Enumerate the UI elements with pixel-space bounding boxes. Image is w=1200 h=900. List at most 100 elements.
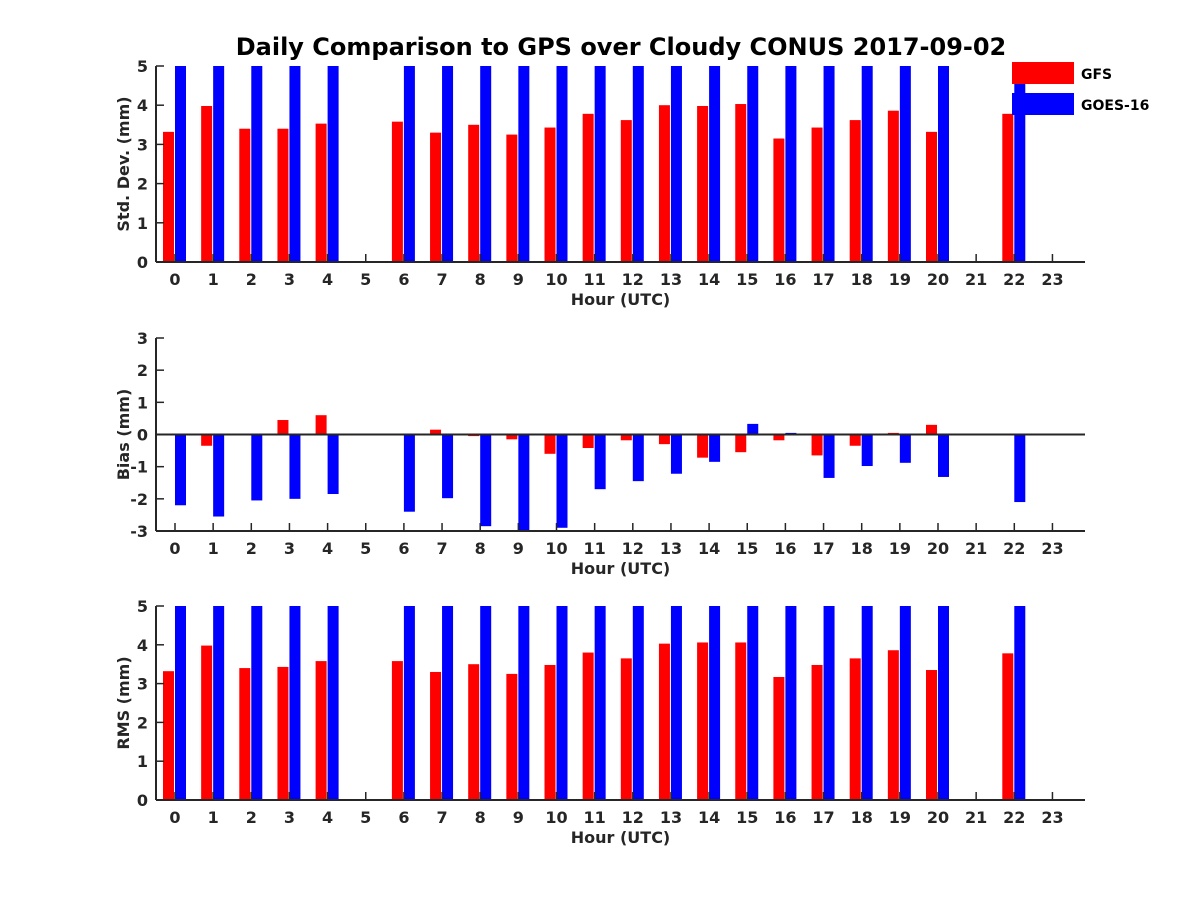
bar-gfs-hour-0: [163, 671, 174, 800]
bar-goes-16-hour-15: [747, 606, 759, 800]
y-tick-label: 2: [137, 361, 148, 380]
x-tick-label: 10: [545, 808, 567, 827]
bar-gfs-hour-9: [506, 673, 518, 800]
y-tick-label: 0: [137, 426, 148, 445]
x-tick-label: 13: [660, 270, 682, 289]
bar-gfs-hour-15: [735, 104, 747, 262]
bar-gfs-hour-17: [811, 434, 823, 456]
x-axis-label: Hour (UTC): [571, 559, 671, 578]
bar-gfs-hour-14: [697, 105, 709, 262]
y-tick-label: 4: [137, 96, 148, 115]
bar-goes-16-hour-18: [861, 606, 873, 800]
x-tick-label: 21: [965, 270, 987, 289]
bar-goes-16-hour-18: [861, 434, 873, 467]
x-tick-label: 21: [965, 539, 987, 558]
bar-goes-16-hour-13: [670, 606, 682, 800]
x-tick-label: 5: [360, 539, 371, 558]
x-tick-label: 15: [736, 808, 758, 827]
bar-goes-16-hour-13: [670, 66, 682, 262]
bar-goes-16-hour-14: [709, 66, 721, 262]
bar-goes-16-hour-12: [632, 66, 644, 262]
bar-gfs-hour-12: [620, 120, 632, 262]
bar-gfs-hour-17: [811, 664, 823, 800]
bar-gfs-hour-11: [582, 113, 594, 262]
bar-goes-16-hour-6: [403, 434, 415, 512]
bar-goes-16-hour-1: [213, 66, 225, 262]
y-tick-label: 0: [137, 791, 148, 810]
x-tick-label: 20: [927, 539, 949, 558]
bar-goes-16-hour-17: [823, 66, 835, 262]
bar-gfs-hour-8: [468, 664, 480, 800]
bar-goes-16-hour-22: [1014, 434, 1026, 503]
x-tick-label: 3: [284, 270, 295, 289]
x-tick-label: 5: [360, 808, 371, 827]
bar-goes-16-hour-13: [670, 434, 682, 474]
bar-goes-16-hour-6: [403, 66, 415, 262]
x-tick-label: 14: [698, 808, 720, 827]
x-tick-label: 7: [436, 539, 447, 558]
legend-swatch-gfs: [1012, 62, 1074, 84]
x-tick-label: 3: [284, 808, 295, 827]
bar-goes-16-hour-9: [518, 66, 530, 262]
bar-gfs-hour-13: [658, 643, 670, 800]
y-axis-label: Bias (mm): [114, 389, 133, 481]
y-axis-label: RMS (mm): [114, 656, 133, 749]
bar-gfs-hour-7: [430, 429, 442, 435]
bar-goes-16-hour-8: [480, 434, 492, 527]
legend-label: GOES-16: [1081, 98, 1149, 114]
x-tick-label: 21: [965, 808, 987, 827]
x-tick-label: 8: [475, 808, 486, 827]
x-tick-label: 18: [851, 270, 873, 289]
bar-gfs-hour-7: [430, 671, 442, 800]
bar-goes-16-hour-9: [518, 434, 530, 531]
x-tick-label: 11: [584, 270, 606, 289]
bar-gfs-hour-16: [773, 434, 785, 441]
bar-gfs-hour-18: [849, 658, 861, 800]
x-tick-label: 22: [1003, 270, 1025, 289]
bar-goes-16-hour-7: [442, 434, 454, 499]
x-tick-label: 6: [398, 808, 409, 827]
x-tick-label: 18: [851, 539, 873, 558]
bar-gfs-hour-16: [773, 677, 785, 800]
bar-goes-16-hour-2: [251, 434, 263, 501]
bar-goes-16-hour-15: [747, 423, 759, 435]
bar-gfs-hour-20: [926, 424, 937, 435]
bar-gfs-hour-6: [391, 661, 403, 800]
x-tick-label: 0: [169, 270, 180, 289]
x-tick-label: 16: [774, 539, 796, 558]
x-tick-label: 16: [774, 270, 796, 289]
y-tick-label: 5: [137, 597, 148, 616]
bar-goes-16-hour-3: [289, 434, 301, 499]
bar-gfs-hour-7: [430, 132, 442, 262]
x-tick-label: 14: [698, 270, 720, 289]
bar-goes-16-hour-17: [823, 434, 835, 478]
y-tick-label: 3: [137, 135, 148, 154]
bar-goes-16-hour-20: [938, 66, 949, 262]
bar-gfs-hour-19: [887, 650, 899, 800]
bar-gfs-hour-22: [1002, 653, 1014, 800]
x-tick-label: 22: [1003, 808, 1025, 827]
x-tick-label: 19: [889, 808, 911, 827]
x-tick-label: 15: [736, 270, 758, 289]
x-tick-label: 7: [436, 270, 447, 289]
x-tick-label: 19: [889, 539, 911, 558]
x-tick-label: 15: [736, 539, 758, 558]
x-tick-label: 13: [660, 539, 682, 558]
x-tick-label: 10: [545, 270, 567, 289]
x-tick-label: 7: [436, 808, 447, 827]
x-tick-label: 9: [513, 808, 524, 827]
bar-goes-16-hour-22: [1014, 66, 1026, 262]
bar-gfs-hour-13: [658, 105, 670, 262]
y-tick-label: 0: [137, 253, 148, 272]
bar-gfs-hour-1: [201, 105, 213, 262]
y-tick-label: -1: [130, 458, 148, 477]
bar-goes-16-hour-11: [594, 434, 606, 490]
x-tick-label: 11: [584, 539, 606, 558]
bar-gfs-hour-14: [697, 434, 709, 458]
bar-goes-16-hour-3: [289, 66, 301, 262]
bar-goes-16-hour-0: [175, 606, 186, 800]
bar-gfs-hour-4: [315, 415, 327, 435]
x-tick-label: 0: [169, 539, 180, 558]
bar-goes-16-hour-16: [785, 606, 797, 800]
